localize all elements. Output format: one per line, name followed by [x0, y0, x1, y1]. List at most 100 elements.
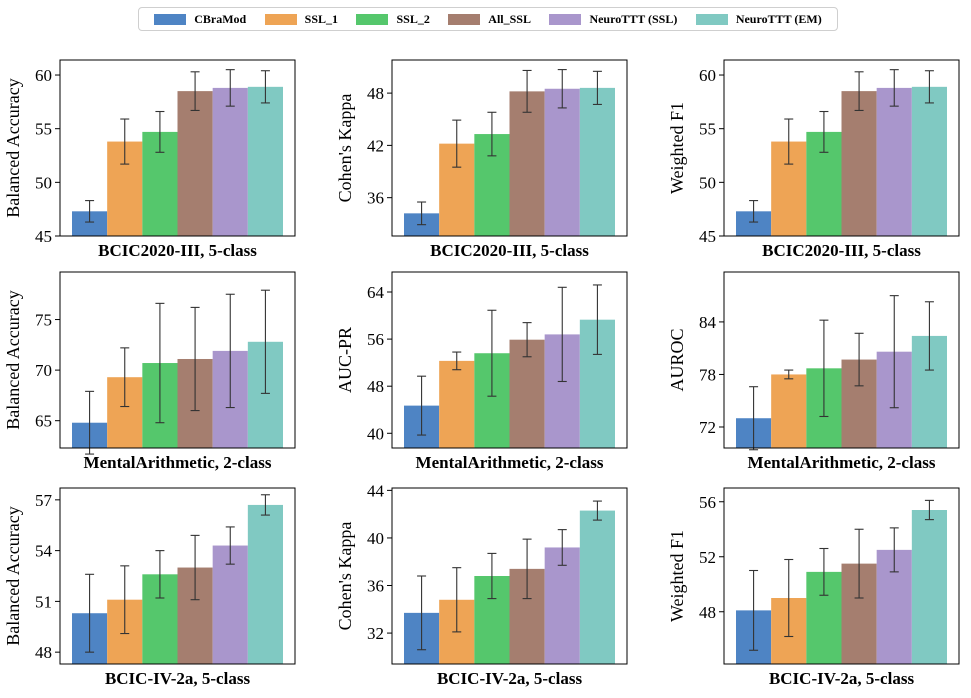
- bar: [579, 87, 615, 236]
- y-axis-label: Cohen's Kappa: [335, 522, 355, 631]
- legend-swatch: [549, 13, 582, 25]
- legend-item: CBraMod: [154, 12, 246, 27]
- axes-frame: [59, 271, 296, 449]
- y-tick-label: 54: [35, 542, 53, 561]
- legend-swatch: [356, 13, 389, 25]
- bar: [841, 91, 877, 236]
- axes-frame: [59, 487, 296, 665]
- y-tick-label: 55: [699, 120, 716, 139]
- y-tick-label: 60: [35, 66, 52, 85]
- bar: [509, 339, 545, 448]
- subplot: 48 52 56 Weighted F1 BCIC-IV-2a, 5-class: [667, 487, 960, 688]
- bar: [911, 86, 947, 236]
- bar: [876, 87, 912, 236]
- y-tick-label: 56: [699, 493, 716, 512]
- y-axis-label: Balanced Accuracy: [3, 290, 23, 429]
- y-tick-label: 40: [367, 529, 384, 548]
- y-tick-label: 84: [699, 313, 717, 332]
- subplot-title: BCIC2020-III, 5-class: [430, 241, 589, 260]
- y-tick-label: 40: [367, 424, 384, 443]
- y-tick-label: 57: [35, 491, 53, 510]
- subplot: 45 50 55 60 Balanced Accuracy BCIC2020-III, 5…: [3, 59, 296, 260]
- y-tick-label: 70: [35, 361, 52, 380]
- subplot: 72 78 84 AUROC MentalArithmetic, 2-class: [667, 271, 960, 472]
- axes-frame: [723, 487, 960, 665]
- bar: [509, 91, 545, 236]
- subplot: 36 42 48 Cohen's Kappa BCIC2020-III, 5-class: [335, 59, 628, 260]
- subplot-title: MentalArithmetic, 2-class: [748, 453, 936, 472]
- legend-label: NeuroTTT (EM): [735, 11, 822, 26]
- y-tick-label: 36: [367, 577, 384, 596]
- y-tick-label: 52: [699, 548, 716, 567]
- y-tick-label: 50: [35, 173, 52, 192]
- y-tick-label: 48: [367, 377, 384, 396]
- y-axis-label: Balanced Accuracy: [3, 78, 23, 217]
- subplot: 65 70 75 Balanced Accuracy MentalArithmetic,…: [3, 271, 296, 472]
- legend-label: SSL_2: [396, 11, 430, 26]
- subplot-title: BCIC2020-III, 5-class: [98, 241, 257, 260]
- y-axis-label: AUC-PR: [335, 327, 355, 393]
- axes-frame: [723, 59, 960, 237]
- y-axis-label: Balanced Accuracy: [3, 506, 23, 645]
- bar: [911, 510, 947, 664]
- axes-frame: [391, 59, 628, 237]
- bar: [544, 88, 580, 236]
- subplot-title: MentalArithmetic, 2-class: [84, 453, 272, 472]
- legend-item: SSL_2: [356, 11, 430, 27]
- axes-frame: [59, 59, 296, 237]
- y-tick-label: 48: [35, 643, 52, 662]
- subplot: 48 51 54 57 Balanced Accuracy BCIC-IV-2a, 5-c…: [3, 487, 296, 688]
- legend-item: NeuroTTT (EM): [695, 11, 822, 27]
- subplot-title: BCIC2020-III, 5-class: [762, 241, 921, 260]
- y-tick-label: 45: [35, 227, 52, 246]
- y-tick-label: 32: [367, 624, 384, 643]
- axes-frame: [391, 271, 628, 449]
- y-tick-label: 60: [699, 66, 716, 85]
- legend-swatch: [264, 13, 297, 25]
- subplot-title: MentalArithmetic, 2-class: [416, 453, 604, 472]
- y-tick-label: 64: [367, 283, 385, 302]
- bar: [212, 87, 248, 236]
- legend-item: SSL_1: [264, 12, 338, 27]
- y-tick-label: 44: [367, 481, 385, 500]
- y-tick-label: 51: [35, 592, 52, 611]
- bar: [771, 374, 807, 448]
- bar: [544, 547, 580, 664]
- y-tick-label: 48: [699, 603, 716, 622]
- legend-item: All_SSL: [448, 12, 531, 27]
- y-tick-label: 78: [699, 365, 716, 384]
- y-tick-label: 42: [367, 136, 384, 155]
- y-tick-label: 45: [699, 227, 716, 246]
- legend-label: CBraMod: [194, 11, 247, 26]
- legend-swatch: [154, 13, 187, 25]
- y-axis-label: Cohen's Kappa: [335, 94, 355, 203]
- y-axis-label: Weighted F1: [667, 530, 687, 622]
- subplot: 40 48 56 64 AUC-PR MentalArithmetic, 2-class: [335, 271, 628, 472]
- subplot-title: BCIC-IV-2a, 5-class: [437, 669, 583, 688]
- legend-label: NeuroTTT (SSL): [589, 11, 678, 26]
- bar: [177, 91, 213, 236]
- y-axis-label: Weighted F1: [667, 102, 687, 194]
- subplot-title: BCIC-IV-2a, 5-class: [769, 669, 915, 688]
- y-tick-label: 65: [35, 412, 52, 431]
- y-tick-label: 72: [699, 418, 716, 437]
- bar: [247, 504, 283, 664]
- subplot: 32 36 40 44 Cohen's Kappa BCIC-IV-2a, 5-class: [335, 481, 628, 688]
- bar: [439, 360, 475, 448]
- y-tick-label: 55: [35, 120, 52, 139]
- axes-frame: [723, 271, 960, 449]
- y-tick-label: 50: [699, 173, 716, 192]
- y-tick-label: 36: [367, 189, 384, 208]
- bar: [247, 86, 283, 236]
- y-tick-label: 48: [367, 84, 384, 103]
- subplot: 45 50 55 60 Weighted F1 BCIC2020-III, 5-class: [667, 59, 960, 260]
- legend: CBraMod SSL_1 SSL_2 All_SSL NeuroTTT (SS…: [138, 7, 838, 31]
- subplot-title: BCIC-IV-2a, 5-class: [105, 669, 251, 688]
- bar: [212, 545, 248, 664]
- y-axis-label: AUROC: [667, 328, 687, 391]
- axes-frame: [391, 487, 628, 665]
- y-tick-label: 56: [367, 330, 384, 349]
- y-tick-label: 75: [35, 311, 52, 330]
